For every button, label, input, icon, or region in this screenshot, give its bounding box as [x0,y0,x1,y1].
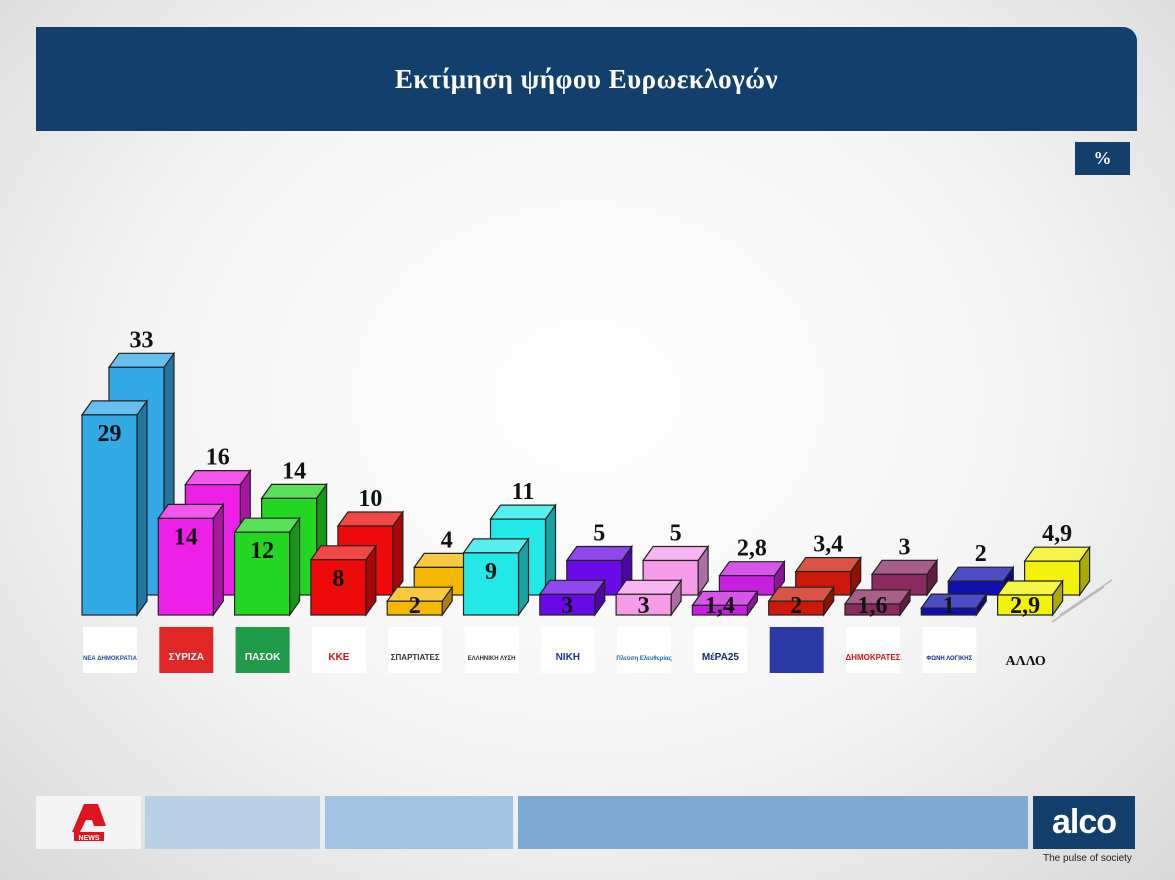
bar-front-0-label: 29 [98,421,122,447]
floor-edge [1059,579,1113,616]
bar-front-1-label: 14 [174,524,198,550]
bar-back-4-label: 4 [441,527,453,553]
unit-badge: % [1075,142,1130,175]
bar-front-12 [996,579,1064,617]
bar-front-11 [920,592,988,617]
bar-front-6-label: 3 [561,593,573,619]
floor-edge-2 [1051,586,1105,623]
party-logo-0: ΝΕΑ ΔΗΜΟΚΡΑΤΙΑ [83,627,138,673]
bar-back-5-label: 11 [512,479,535,505]
party-logo-4: ΣΠΑΡΤΙΑΤΕΣ [388,627,443,673]
party-logo-12: ΑΛΛΟ [1005,654,1045,669]
footer-segment-1 [145,796,320,849]
category-label-1: ΣΥΡΙΖΑ [169,652,204,663]
bar-back-6-label: 5 [593,521,605,547]
bar-front-1 [157,502,225,617]
category-label-0: ΝΕΑ ΔΗΜΟΚΡΑΤΙΑ [83,656,137,662]
bar-front-10 [843,588,912,617]
bar-back-9-label: 3,4 [813,532,843,558]
bar-front-7 [614,578,683,617]
chart-header: Εκτίμηση ψήφου Ευρωεκλογών [36,27,1137,131]
bar-front-8 [691,589,759,617]
bar-back-8-label: 2,8 [737,536,767,562]
bar-front-2 [233,516,301,617]
category-label-10: ΔΗΜΟΚΡΑΤΕΣ [845,653,900,662]
alco-tagline: The pulse of society [1043,853,1132,864]
party-logo-3: ΚΚΕ [311,627,366,673]
alco-logo: alco [1033,796,1135,849]
category-label-other: ΑΛΛΟ [1005,654,1045,669]
bar-front-8-label: 1,4 [705,593,735,619]
party-logo-5: ΕΛΛΗΝΙΚΗ ΛΥΣΗ [464,627,519,673]
party-logo-2: ΠΑΣΟΚ [235,627,290,673]
category-label-3: ΚΚΕ [328,652,349,663]
bar-back-12-label: 4,9 [1042,521,1072,547]
footer-segment-3 [518,796,1028,849]
category-label-8: ΜέΡΑ25 [702,652,740,663]
alpha-news-text: NEWS [79,835,100,842]
category-label-5: ΕΛΛΗΝΙΚΗ ΛΥΣΗ [468,656,516,662]
bar-front-12-label: 2,9 [1010,593,1040,619]
party-logo-11: ΦΩΝΗ ΛΟΓΙΚΗΣ [922,627,977,673]
bar-front-10-label: 1,6 [858,593,888,619]
footer-segment-2 [325,796,513,849]
bar-front-4-label: 2 [409,593,421,619]
bar-front-9-label: 2 [790,593,802,619]
bar-back-0-label: 33 [130,327,154,353]
bar-front-4 [386,585,454,617]
bar-front-7-label: 3 [638,593,650,619]
bar-back-3-label: 10 [358,486,382,512]
bar-front-0 [80,399,149,617]
bar-front-5 [462,537,530,617]
bar-front-2-label: 12 [250,538,274,564]
chart-title: Εκτίμηση ψήφου Ευρωεκλογών [394,63,779,94]
bar-back-10-label: 3 [899,534,911,560]
party-logo-1: ΣΥΡΙΖΑ [159,627,214,673]
bar-back-7-label: 5 [670,521,682,547]
category-label-4: ΣΠΑΡΤΙΑΤΕΣ [391,653,440,662]
party-logo-7: Πλεύση Ελευθερίας [616,627,672,673]
party-logo-9 [769,627,824,673]
category-label-11: ΦΩΝΗ ΛΟΓΙΚΗΣ [926,656,972,662]
alpha-tv-logo: NEWS [36,796,141,849]
bar-front-11-label: 1 [943,593,955,619]
category-label-6: ΝΙΚΗ [556,652,580,663]
bar-front-9 [767,585,835,617]
party-logo-10: ΔΗΜΟΚΡΑΤΕΣ [845,627,901,673]
bar-back-11-label: 2 [975,541,987,567]
bar-front-3 [309,543,378,617]
category-label-7: Πλεύση Ελευθερίας [616,656,671,662]
party-logo-6: ΝΙΚΗ [540,627,595,673]
bar-front-5-label: 9 [485,559,497,585]
category-label-2: ΠΑΣΟΚ [245,652,281,663]
bar-back-2-label: 14 [282,458,306,484]
party-logo-8: ΜέΡΑ25 [693,627,748,673]
bar-back-1-label: 16 [206,445,230,471]
bar-front-3-label: 8 [332,566,344,592]
bar-back-8 [718,559,786,597]
bar-front-6 [538,578,606,617]
